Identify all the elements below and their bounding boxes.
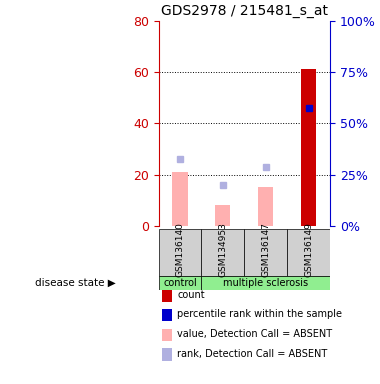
Title: GDS2978 / 215481_s_at: GDS2978 / 215481_s_at — [161, 4, 328, 18]
Text: GSM136149: GSM136149 — [304, 222, 313, 277]
Text: count: count — [177, 290, 205, 300]
Bar — [258, 187, 273, 226]
Text: GSM136140: GSM136140 — [176, 222, 185, 277]
FancyBboxPatch shape — [158, 276, 201, 290]
Bar — [162, 329, 172, 341]
Text: multiple sclerosis: multiple sclerosis — [223, 278, 309, 288]
Text: disease state ▶: disease state ▶ — [35, 278, 116, 288]
Text: rank, Detection Call = ABSENT: rank, Detection Call = ABSENT — [177, 349, 328, 359]
Text: GSM134953: GSM134953 — [218, 222, 227, 277]
FancyBboxPatch shape — [201, 229, 244, 276]
Bar — [301, 70, 316, 226]
Text: GSM136147: GSM136147 — [261, 222, 270, 277]
Bar — [162, 348, 172, 361]
FancyBboxPatch shape — [158, 229, 201, 276]
Text: percentile rank within the sample: percentile rank within the sample — [177, 309, 342, 319]
FancyBboxPatch shape — [201, 276, 330, 290]
Bar — [162, 289, 172, 302]
Bar — [162, 309, 172, 321]
FancyBboxPatch shape — [244, 229, 287, 276]
Bar — [173, 172, 187, 226]
FancyBboxPatch shape — [287, 229, 330, 276]
Bar — [215, 205, 230, 226]
Text: value, Detection Call = ABSENT: value, Detection Call = ABSENT — [177, 329, 332, 339]
Text: control: control — [163, 278, 197, 288]
